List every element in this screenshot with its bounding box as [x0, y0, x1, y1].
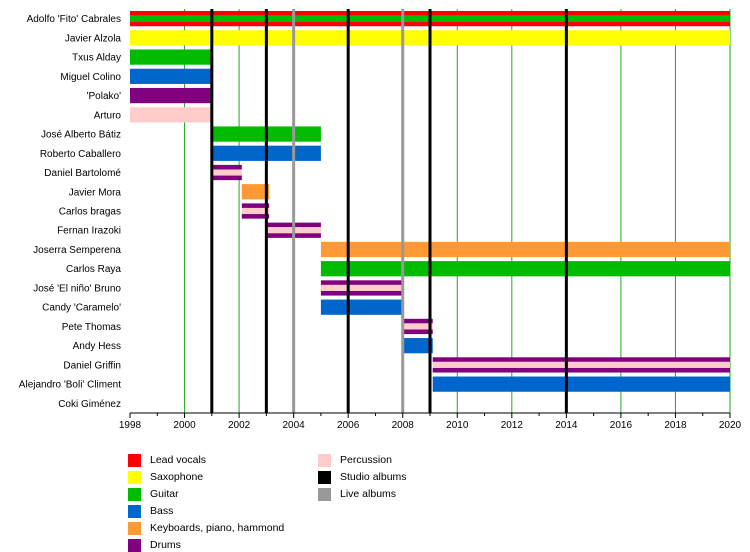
member-bar-8-0-1	[211, 169, 242, 176]
member-name: Arturo	[94, 110, 122, 121]
member-name: Joserra Semperena	[33, 245, 121, 256]
member-name: Pete Thomas	[62, 322, 121, 333]
member-name: Andy Hess	[73, 341, 121, 352]
member-bar-16-0-2	[402, 329, 433, 335]
member-bar-10-0-0	[241, 203, 270, 208]
x-tick-label: 2006	[337, 420, 360, 431]
member-bar-5-0-0	[130, 107, 212, 123]
member-bar-9-0-0	[241, 184, 270, 200]
member-bar-8-0-0	[211, 164, 242, 170]
member-name: Carlos bragas	[59, 207, 121, 218]
member-name: Javier Mora	[69, 187, 122, 198]
member-bar-16-0-1	[402, 323, 433, 330]
member-name: Alejandro 'Boli' Climent	[19, 380, 121, 391]
x-axis: 1998 2000 2002 2004 2006 2008 2010 2012 2014 2016…	[119, 412, 742, 431]
member-name: Txus Alday	[72, 53, 121, 64]
member-name: Daniel Griffin	[63, 360, 121, 371]
member-bar-16-0-0	[402, 318, 433, 324]
member-name: Fernan Irazoki	[57, 226, 121, 237]
x-tick-label: 2020	[719, 420, 742, 431]
member-names: Adolfo 'Fito' Cabrales Javier Alzola Txus …	[19, 14, 122, 410]
member-bar-19-0-0	[432, 376, 730, 392]
member-name: Carlos Raya	[66, 264, 121, 275]
x-tick-label: 2014	[555, 420, 578, 431]
x-tick-label: 2004	[283, 420, 306, 431]
x-tick-label: 2002	[228, 420, 251, 431]
member-bar-14-0-0	[320, 280, 403, 285]
member-name: Daniel Bartolomé	[44, 168, 121, 179]
member-bar-15-0-0	[320, 299, 403, 315]
member-bar-8-0-2	[211, 175, 242, 181]
member-name: José 'El niño' Bruno	[33, 283, 121, 294]
x-tick-label: 2016	[610, 420, 633, 431]
member-bar-12-0-0	[320, 241, 730, 258]
member-bar-18-0-2	[432, 367, 730, 373]
member-name: Coki Giménez	[58, 399, 121, 410]
member-name: José Alberto Bátiz	[41, 130, 121, 141]
member-name: Candy 'Caramelo'	[42, 303, 121, 314]
member-bar-10-0-2	[241, 214, 270, 219]
member-name: Javier Alzola	[65, 33, 122, 44]
x-tick-label: 2018	[664, 420, 687, 431]
member-bar-2-0-0	[130, 49, 212, 65]
album-lines	[210, 9, 568, 413]
x-tick-label: 2000	[173, 420, 196, 431]
x-tick-label: 2010	[446, 420, 469, 431]
member-bar-13-0-0	[320, 261, 730, 277]
member-bar-4-0-0	[130, 87, 212, 104]
member-bar-18-0-0	[432, 357, 730, 362]
member-bar-14-0-2	[320, 291, 403, 296]
x-tick-label: 2012	[501, 420, 524, 431]
member-name: Roberto Caballero	[40, 149, 122, 160]
member-name: Miguel Colino	[60, 72, 121, 83]
member-bar-10-0-1	[241, 207, 270, 215]
x-tick-label: 1998	[119, 420, 142, 431]
member-bar-3-0-0	[130, 68, 212, 84]
member-bar-17-0-0	[402, 338, 433, 354]
member-name: 'Polako'	[87, 91, 121, 102]
member-bar-18-0-1	[432, 361, 730, 368]
member-bar-14-0-1	[320, 284, 403, 291]
x-tick-label: 2008	[392, 420, 415, 431]
member-name: Adolfo 'Fito' Cabrales	[27, 14, 121, 25]
